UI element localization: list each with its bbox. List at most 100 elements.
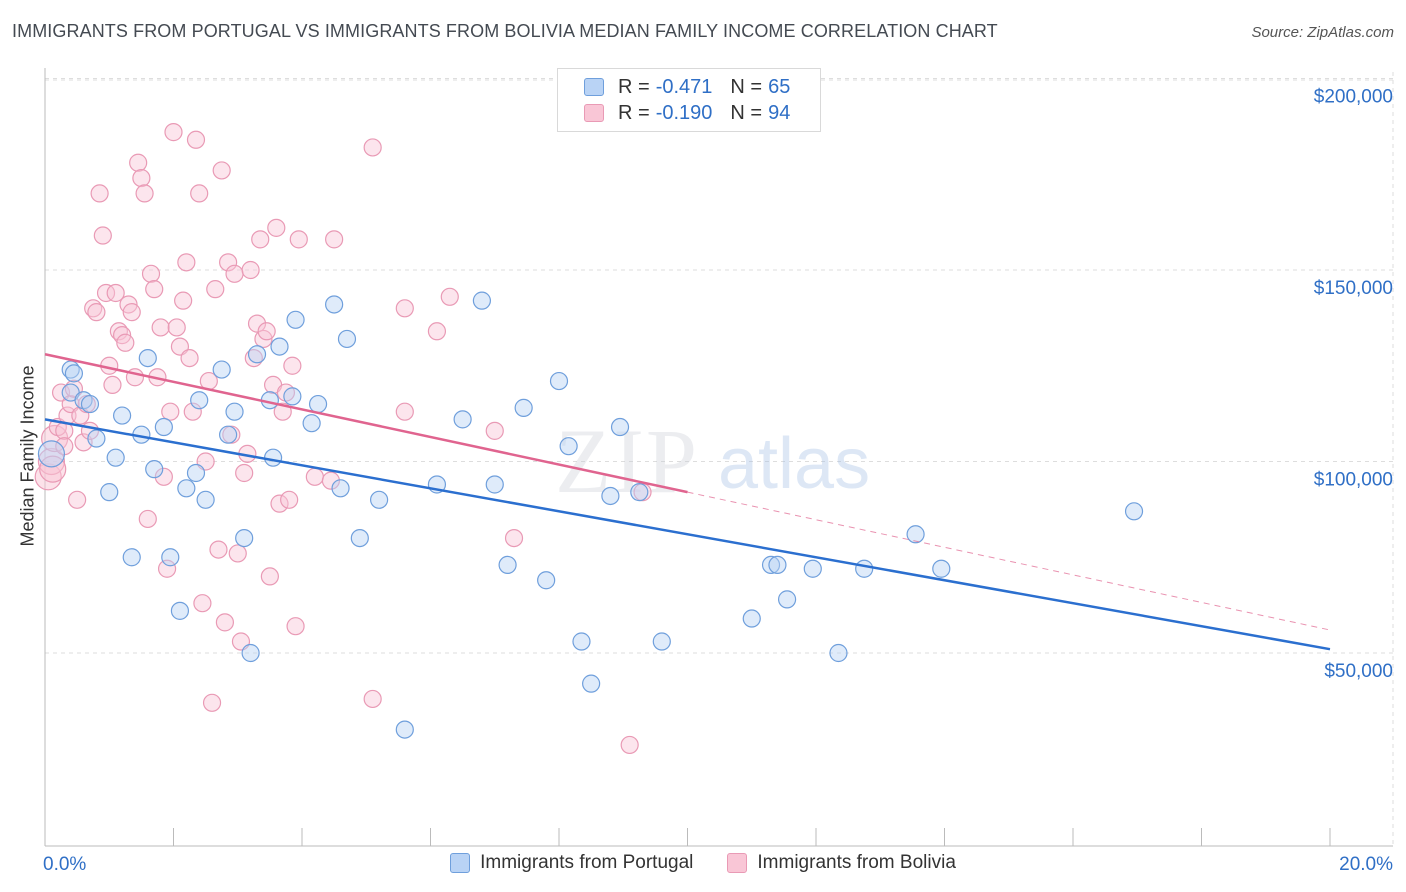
portugal-point-26 xyxy=(247,345,267,364)
bolivia-point-35 xyxy=(151,318,170,337)
bolivia-point-51 xyxy=(202,693,222,712)
bolivia-point-61 xyxy=(235,463,254,483)
bolivia-point-53 xyxy=(209,540,228,559)
bolivia-point-72 xyxy=(270,494,289,513)
bolivia-point-26 xyxy=(122,303,141,322)
y-tick-label-3: $200,000 xyxy=(1314,87,1393,108)
bolivia-point-21 xyxy=(106,283,125,303)
series-portugal-points xyxy=(37,291,1144,739)
bolivia-point-42 xyxy=(174,291,193,310)
bolivia-point-45 xyxy=(183,402,202,421)
bolivia-point-63 xyxy=(241,260,260,280)
portugal-point-22 xyxy=(219,425,238,444)
bolivia-point-31 xyxy=(138,509,157,529)
portugal-point-8 xyxy=(106,448,125,467)
bolivia-point-38 xyxy=(161,402,180,421)
bolivia-point-81 xyxy=(325,230,344,249)
watermark-zip: ZIP xyxy=(555,410,699,512)
portugal-point-16 xyxy=(170,601,190,620)
portugal-point-64 xyxy=(1124,502,1144,521)
legend-item-portugal[interactable]: Immigrants from Portugal xyxy=(450,852,693,874)
portugal-trend-line xyxy=(44,418,1331,651)
legend-item-bolivia[interactable]: Immigrants from Bolivia xyxy=(727,852,956,874)
bolivia-point-24 xyxy=(116,333,135,352)
portugal-point-5 xyxy=(80,394,100,414)
bolivia-point-77 xyxy=(286,617,305,636)
portugal-point-0 xyxy=(37,440,66,468)
bolivia-n-label: N = xyxy=(730,101,763,124)
legend-row-portugal: R = -0.471 N = 65 xyxy=(584,75,790,99)
bolivia-point-36 xyxy=(154,467,173,486)
y-tick-label-0: $50,000 xyxy=(1324,661,1393,682)
bolivia-point-47 xyxy=(190,184,209,203)
portugal-point-53 xyxy=(630,483,649,502)
bolivia-point-79 xyxy=(305,467,324,486)
portugal-point-3 xyxy=(64,364,84,383)
portugal-point-48 xyxy=(559,437,578,456)
portugal-r-label: R = xyxy=(618,75,650,98)
portugal-point-41 xyxy=(453,410,472,429)
bolivia-point-39 xyxy=(164,123,183,142)
portugal-point-14 xyxy=(154,417,173,437)
portugal-point-46 xyxy=(537,571,556,590)
bolivia-point-17 xyxy=(93,226,112,245)
watermark-atlas: atlas xyxy=(718,424,870,504)
bolivia-point-56 xyxy=(219,253,238,272)
bolivia-point-58 xyxy=(225,264,244,283)
bolivia-r-label: R = xyxy=(618,101,650,124)
chart-title: IMMIGRANTS FROM PORTUGAL VS IMMIGRANTS F… xyxy=(12,21,998,41)
portugal-point-13 xyxy=(145,460,164,479)
series-legend: Immigrants from Portugal Immigrants from… xyxy=(0,852,1406,874)
portugal-point-32 xyxy=(302,414,321,433)
y-axis-label: Median Family Income xyxy=(17,365,38,547)
portugal-point-33 xyxy=(308,394,328,414)
y-tick-label-1: $100,000 xyxy=(1314,470,1393,491)
portugal-point-63 xyxy=(932,559,951,578)
tick-labels: $50,000 $100,000 $150,000 $200,000 0.0% 20.0% xyxy=(43,87,1393,876)
portugal-point-50 xyxy=(582,674,601,693)
x-tick-label-min: 0.0% xyxy=(43,854,86,875)
portugal-point-10 xyxy=(122,548,141,567)
portugal-point-43 xyxy=(485,475,504,494)
bolivia-point-78 xyxy=(289,230,308,249)
bolivia-point-33 xyxy=(145,280,164,299)
bolivia-point-9 xyxy=(68,490,87,509)
y-tick-label-2: $150,000 xyxy=(1314,278,1393,299)
portugal-point-39 xyxy=(395,720,414,739)
portugal-r-value: -0.471 xyxy=(655,75,713,98)
portugal-point-6 xyxy=(87,429,106,448)
bolivia-point-20 xyxy=(103,375,122,394)
portugal-point-51 xyxy=(601,486,620,506)
portugal-point-37 xyxy=(350,528,369,548)
portugal-point-56 xyxy=(761,555,781,575)
bolivia-point-80 xyxy=(321,471,341,490)
bolivia-point-87 xyxy=(440,287,459,306)
portugal-point-19 xyxy=(196,490,215,509)
portugal-point-60 xyxy=(829,643,848,663)
portugal-point-7 xyxy=(100,483,119,502)
bolivia-point-89 xyxy=(504,528,524,548)
portugal-point-23 xyxy=(225,402,244,421)
portugal-point-15 xyxy=(161,548,180,567)
series-bolivia-points xyxy=(34,123,652,755)
portugal-point-57 xyxy=(768,555,787,575)
portugal-point-30 xyxy=(283,387,302,406)
portugal-n-label: N = xyxy=(730,75,763,98)
bolivia-point-54 xyxy=(212,161,231,180)
portugal-point-9 xyxy=(112,406,132,425)
x-tick-label-max: 20.0% xyxy=(1339,854,1393,875)
portugal-legend-label: Immigrants from Portugal xyxy=(480,852,694,873)
bolivia-point-86 xyxy=(427,322,447,341)
portugal-legend-swatch xyxy=(450,853,471,873)
bolivia-point-15 xyxy=(87,303,106,322)
bolivia-n-value: 94 xyxy=(768,101,791,124)
bolivia-r-value: -0.190 xyxy=(655,101,713,124)
portugal-point-49 xyxy=(572,632,591,651)
bolivia-point-90 xyxy=(620,735,639,755)
bolivia-point-88 xyxy=(485,421,504,440)
bolivia-point-85 xyxy=(395,299,414,318)
bolivia-point-16 xyxy=(90,184,109,203)
portugal-point-59 xyxy=(803,559,822,578)
portugal-point-34 xyxy=(325,295,344,314)
bolivia-point-48 xyxy=(193,594,212,613)
